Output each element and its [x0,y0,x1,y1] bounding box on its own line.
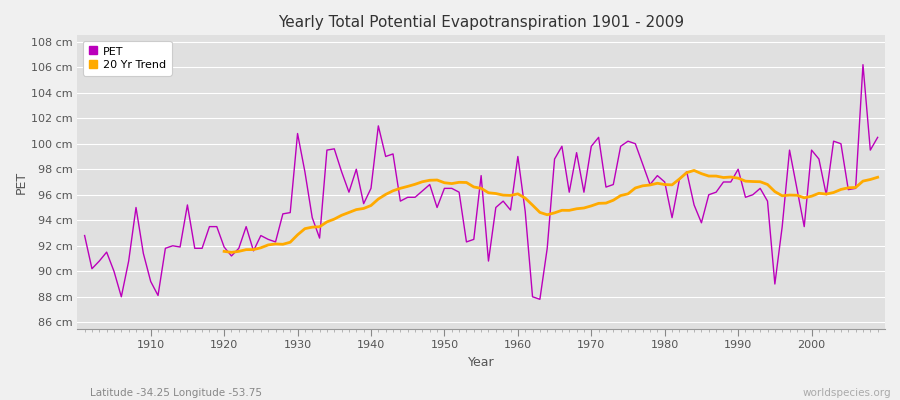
Title: Yearly Total Potential Evapotranspiration 1901 - 2009: Yearly Total Potential Evapotranspiratio… [278,15,684,30]
Y-axis label: PET: PET [15,170,28,194]
Text: worldspecies.org: worldspecies.org [803,388,891,398]
Legend: PET, 20 Yr Trend: PET, 20 Yr Trend [83,41,172,76]
Text: Latitude -34.25 Longitude -53.75: Latitude -34.25 Longitude -53.75 [90,388,262,398]
X-axis label: Year: Year [468,356,494,369]
